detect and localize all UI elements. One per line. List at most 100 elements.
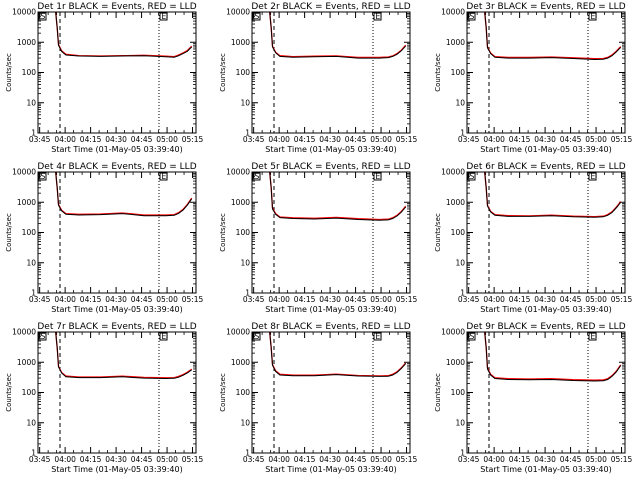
x-tick-label: 04:30 <box>534 135 556 144</box>
x-axis-label: Start Time (01-May-05 03:39:40) <box>480 145 611 154</box>
start-box-label: S <box>41 12 46 21</box>
end-box-marker: E <box>159 12 168 21</box>
y-tick-label: 100 <box>236 68 251 77</box>
x-tick-label: 04:15 <box>294 135 316 144</box>
x-tick-label: 04:45 <box>345 135 367 144</box>
end-box <box>588 12 597 21</box>
y-tick-label: 10000 <box>12 328 36 337</box>
x-tick-label: 04:00 <box>54 295 76 304</box>
x-tick-label: 04:45 <box>131 455 153 464</box>
events-series-line <box>269 332 407 377</box>
x-tick-label: 05:15 <box>182 135 204 144</box>
x-tick-label: 03:45 <box>458 135 480 144</box>
y-tick-label: 1 <box>460 449 465 458</box>
x-tick-label: 04:15 <box>509 455 531 464</box>
y-tick-label: 100 <box>451 228 466 237</box>
start-box-label: S <box>470 172 475 181</box>
x-tick-label: 03:45 <box>458 295 480 304</box>
events-series-line <box>55 12 193 58</box>
end-box <box>373 332 382 341</box>
lld-series-line <box>269 332 407 377</box>
x-tick-label: 04:30 <box>105 295 127 304</box>
end-box <box>588 172 597 181</box>
start-box-marker: S <box>467 12 476 21</box>
events-series-line <box>484 332 622 382</box>
lld-series-line <box>269 12 407 59</box>
start-box-label: S <box>255 332 260 341</box>
x-tick-label: 04:00 <box>54 135 76 144</box>
x-tick-label: 04:45 <box>560 295 582 304</box>
panel-title: Det 8r BLACK = Events, RED = LLD <box>251 322 410 332</box>
x-tick-label: 04:45 <box>560 135 582 144</box>
y-tick-label: 100 <box>22 68 37 77</box>
plot-frame <box>466 331 626 454</box>
y-tick-label: 1000 <box>17 358 36 367</box>
end-box-marker: E <box>159 332 168 341</box>
y-tick-label: 1 <box>31 289 36 298</box>
end-box <box>159 332 168 341</box>
detector-panel: Det 6r BLACK = Events, RED = LLD 1 10 100 10… <box>434 162 633 314</box>
start-box <box>467 12 476 21</box>
x-tick-label: 03:45 <box>243 135 265 144</box>
events-series-line <box>484 12 622 61</box>
start-box <box>38 172 47 181</box>
x-tick-label: 05:00 <box>585 455 607 464</box>
end-box <box>159 172 168 181</box>
lld-series-line <box>484 332 622 381</box>
y-tick-label: 1000 <box>446 38 465 47</box>
x-tick-label: 05:00 <box>156 135 178 144</box>
end-box-marker: E <box>373 172 382 181</box>
y-axis-label: Counts/sec <box>219 53 227 92</box>
start-box <box>38 332 47 341</box>
plot-frame <box>251 331 411 454</box>
end-box <box>373 172 382 181</box>
start-box-label: S <box>470 12 475 21</box>
x-tick-label: 04:15 <box>509 295 531 304</box>
x-axis-label: Start Time (01-May-05 03:39:40) <box>51 305 182 314</box>
y-tick-label: 1 <box>245 129 250 138</box>
end-box-label: E <box>162 172 167 181</box>
y-axis-label: Counts/sec <box>219 373 227 412</box>
x-tick-label: 05:00 <box>156 455 178 464</box>
y-tick-label: 10000 <box>226 328 250 337</box>
y-tick-label: 10000 <box>12 8 36 17</box>
x-axis-label: Start Time (01-May-05 03:39:40) <box>51 465 182 474</box>
detector-panel: Det 3r BLACK = Events, RED = LLD 1 10 100 10… <box>434 2 633 154</box>
end-box <box>373 12 382 21</box>
y-tick-label: 10 <box>240 98 250 107</box>
y-axis-label: Counts/sec <box>5 373 13 412</box>
x-tick-label: 04:00 <box>483 455 505 464</box>
start-box-marker: S <box>467 172 476 181</box>
start-box <box>252 332 261 341</box>
panel-title: Det 7r BLACK = Events, RED = LLD <box>37 322 196 332</box>
start-box <box>252 12 261 21</box>
end-box-label: E <box>376 12 381 21</box>
y-tick-label: 10 <box>455 418 465 427</box>
events-series-line <box>484 172 622 218</box>
plot-frame <box>37 171 197 294</box>
x-tick-label: 03:45 <box>29 135 51 144</box>
y-axis-label: Counts/sec <box>434 213 442 252</box>
plot-frame <box>251 171 411 294</box>
y-tick-label: 10 <box>240 258 250 267</box>
lld-series-line <box>484 12 622 60</box>
x-axis-label: Start Time (01-May-05 03:39:40) <box>480 305 611 314</box>
lld-series-line <box>55 12 193 58</box>
x-axis-label: Start Time (01-May-05 03:39:40) <box>51 145 182 154</box>
start-box-marker: S <box>252 12 261 21</box>
x-tick-label: 03:45 <box>243 455 265 464</box>
x-tick-label: 05:15 <box>182 455 204 464</box>
panel-title: Det 9r BLACK = Events, RED = LLD <box>466 322 625 332</box>
y-tick-label: 1 <box>460 289 465 298</box>
x-tick-label: 04:30 <box>534 455 556 464</box>
lld-series-line <box>55 172 193 216</box>
y-axis-label: Counts/sec <box>5 213 13 252</box>
x-tick-label: 05:15 <box>611 295 633 304</box>
x-tick-label: 04:15 <box>80 455 102 464</box>
x-tick-label: 04:00 <box>268 295 290 304</box>
panel-title: Det 6r BLACK = Events, RED = LLD <box>466 162 625 172</box>
start-box-label: S <box>255 172 260 181</box>
end-box <box>588 332 597 341</box>
end-box-label: E <box>162 12 167 21</box>
